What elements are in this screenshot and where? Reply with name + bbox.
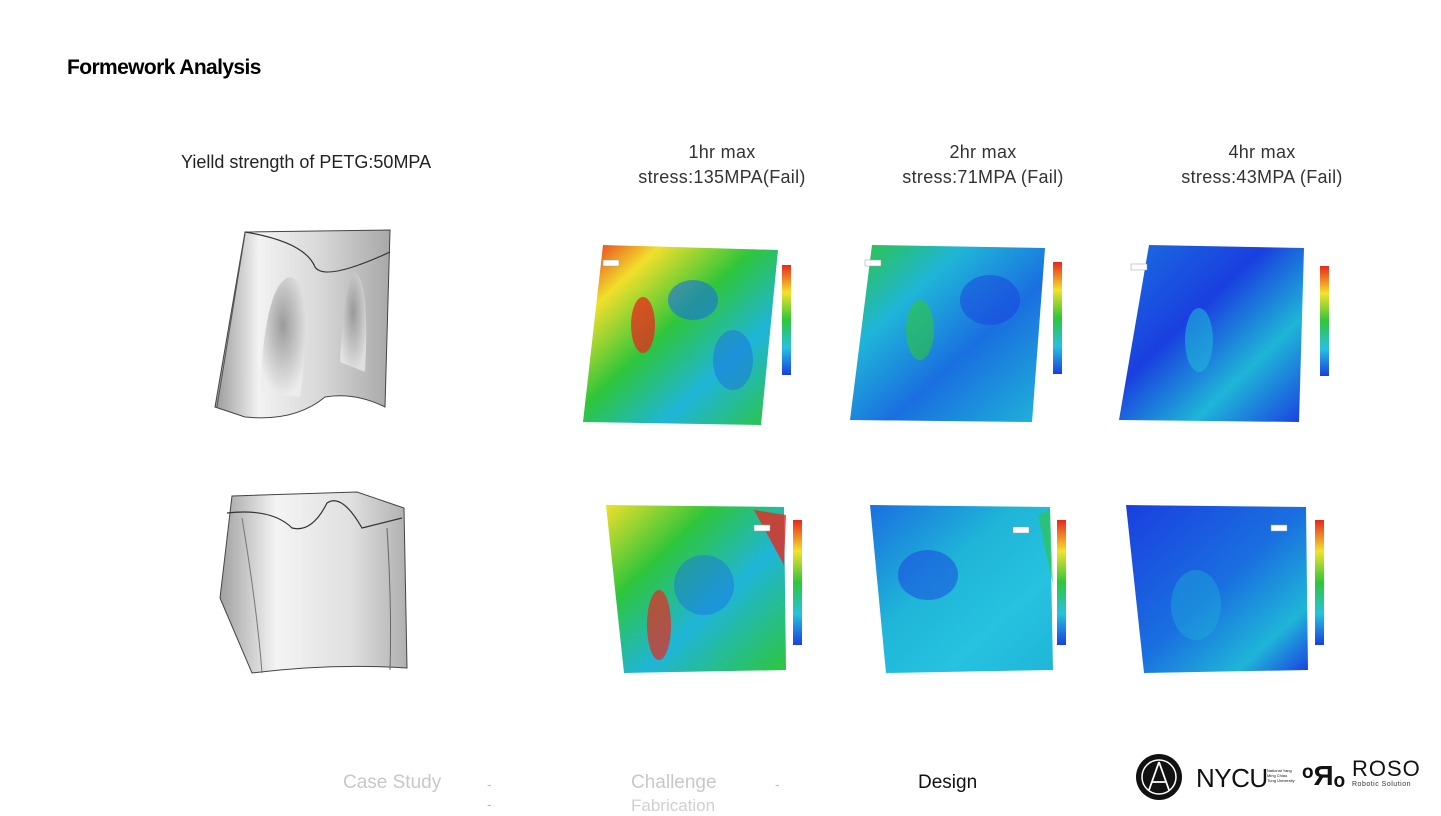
column-heading-2hr: 2hr max stress:71MPA (Fail) bbox=[902, 142, 1064, 187]
color-scale-icon bbox=[1315, 520, 1324, 645]
roso-logo: ROSO bbox=[1352, 756, 1421, 781]
roso-logo-subtitle: Robotic Solution bbox=[1352, 781, 1411, 788]
footer-logos: NYCU National Yang Ming Chiao Tung Unive… bbox=[1134, 752, 1434, 802]
stress-map-2hr-bottom bbox=[868, 505, 1108, 675]
nav-case-study[interactable]: Case Study bbox=[343, 772, 442, 793]
page-title: Formework Analysis bbox=[67, 56, 261, 79]
nycu-logo: NYCU bbox=[1196, 763, 1268, 793]
stress-map-1hr-bottom bbox=[604, 505, 844, 675]
column-heading-1hr: 1hr max stress:135MPA(Fail) bbox=[638, 142, 806, 187]
nycu-logo-subtitle: National Yang Ming Chiao Tung University bbox=[1267, 768, 1295, 783]
stress-map-1hr-top bbox=[583, 240, 823, 430]
formework-model-render-1 bbox=[205, 222, 405, 437]
nycu-emblem-icon bbox=[1136, 754, 1182, 800]
nav-separator: - bbox=[487, 776, 492, 792]
color-scale-icon bbox=[793, 520, 802, 645]
yield-strength-label: Yielld strength of PETG:50MPA bbox=[181, 152, 432, 172]
nav-challenge[interactable]: Challenge bbox=[631, 772, 717, 793]
nav-separator: - bbox=[775, 776, 780, 792]
color-scale-icon bbox=[1053, 262, 1062, 374]
roso-logo-mark: ᵒЯₒ bbox=[1302, 760, 1346, 791]
formework-model-render-2 bbox=[212, 488, 412, 678]
stress-map-4hr-top bbox=[1119, 240, 1369, 430]
stress-map-4hr-bottom bbox=[1126, 505, 1366, 675]
color-scale-icon bbox=[1057, 520, 1066, 645]
color-scale-icon bbox=[1320, 266, 1329, 376]
nav-design[interactable]: Design bbox=[918, 772, 978, 793]
nav-separator: - bbox=[487, 796, 492, 812]
stress-map-2hr-top bbox=[850, 240, 1090, 430]
nav-fabrication[interactable]: Fabrication bbox=[631, 796, 716, 815]
color-scale-icon bbox=[782, 265, 791, 375]
column-heading-4hr: 4hr max stress:43MPA (Fail) bbox=[1181, 142, 1343, 187]
